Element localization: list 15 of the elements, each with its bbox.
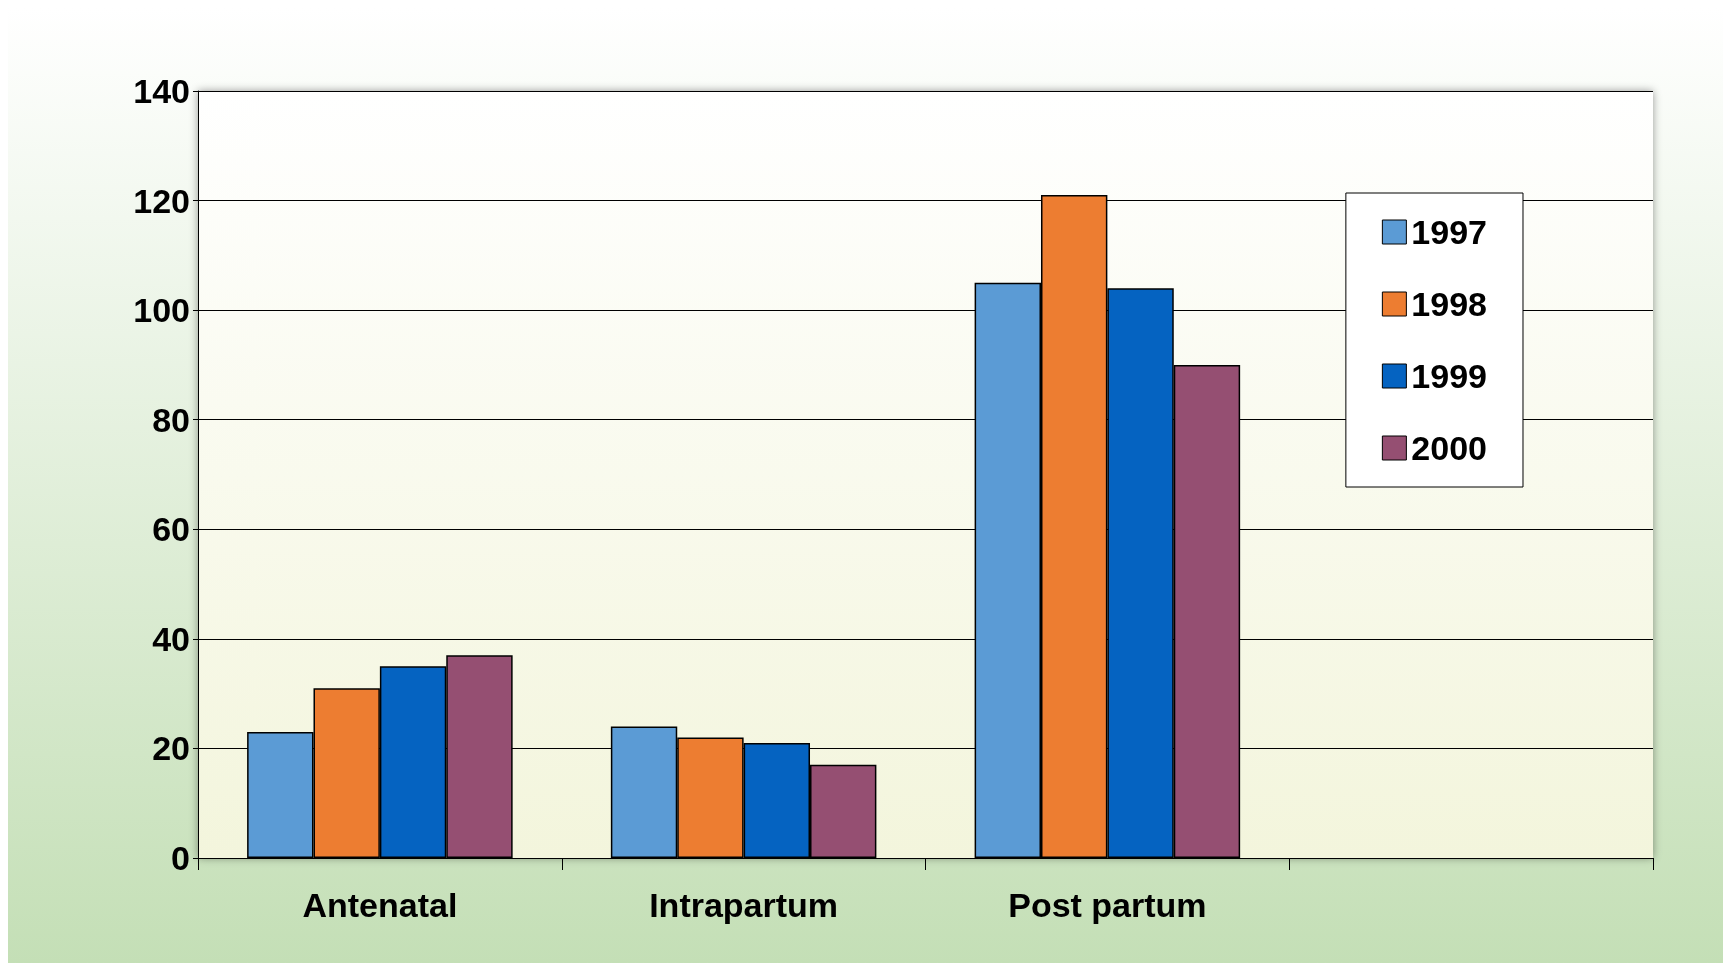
- legend-label: 1998: [1411, 285, 1487, 323]
- legend-label: 2000: [1411, 429, 1487, 467]
- y-tick-label: 100: [133, 291, 190, 330]
- y-tick-label: 40: [152, 619, 190, 658]
- y-tick-label: 140: [133, 72, 190, 110]
- legend-label: 1997: [1411, 213, 1487, 251]
- y-tick-label: 0: [171, 839, 190, 877]
- x-tick-label: Post partum: [1008, 886, 1207, 924]
- y-tick-label: 20: [152, 729, 190, 768]
- x-tick-label: Intrapartum: [649, 886, 839, 924]
- legend-label: 1999: [1411, 357, 1487, 395]
- y-tick-label: 120: [133, 181, 190, 220]
- x-tick-label: Antenatal: [302, 886, 458, 924]
- y-tick-label: 60: [152, 510, 190, 549]
- y-tick-label: 80: [152, 400, 190, 439]
